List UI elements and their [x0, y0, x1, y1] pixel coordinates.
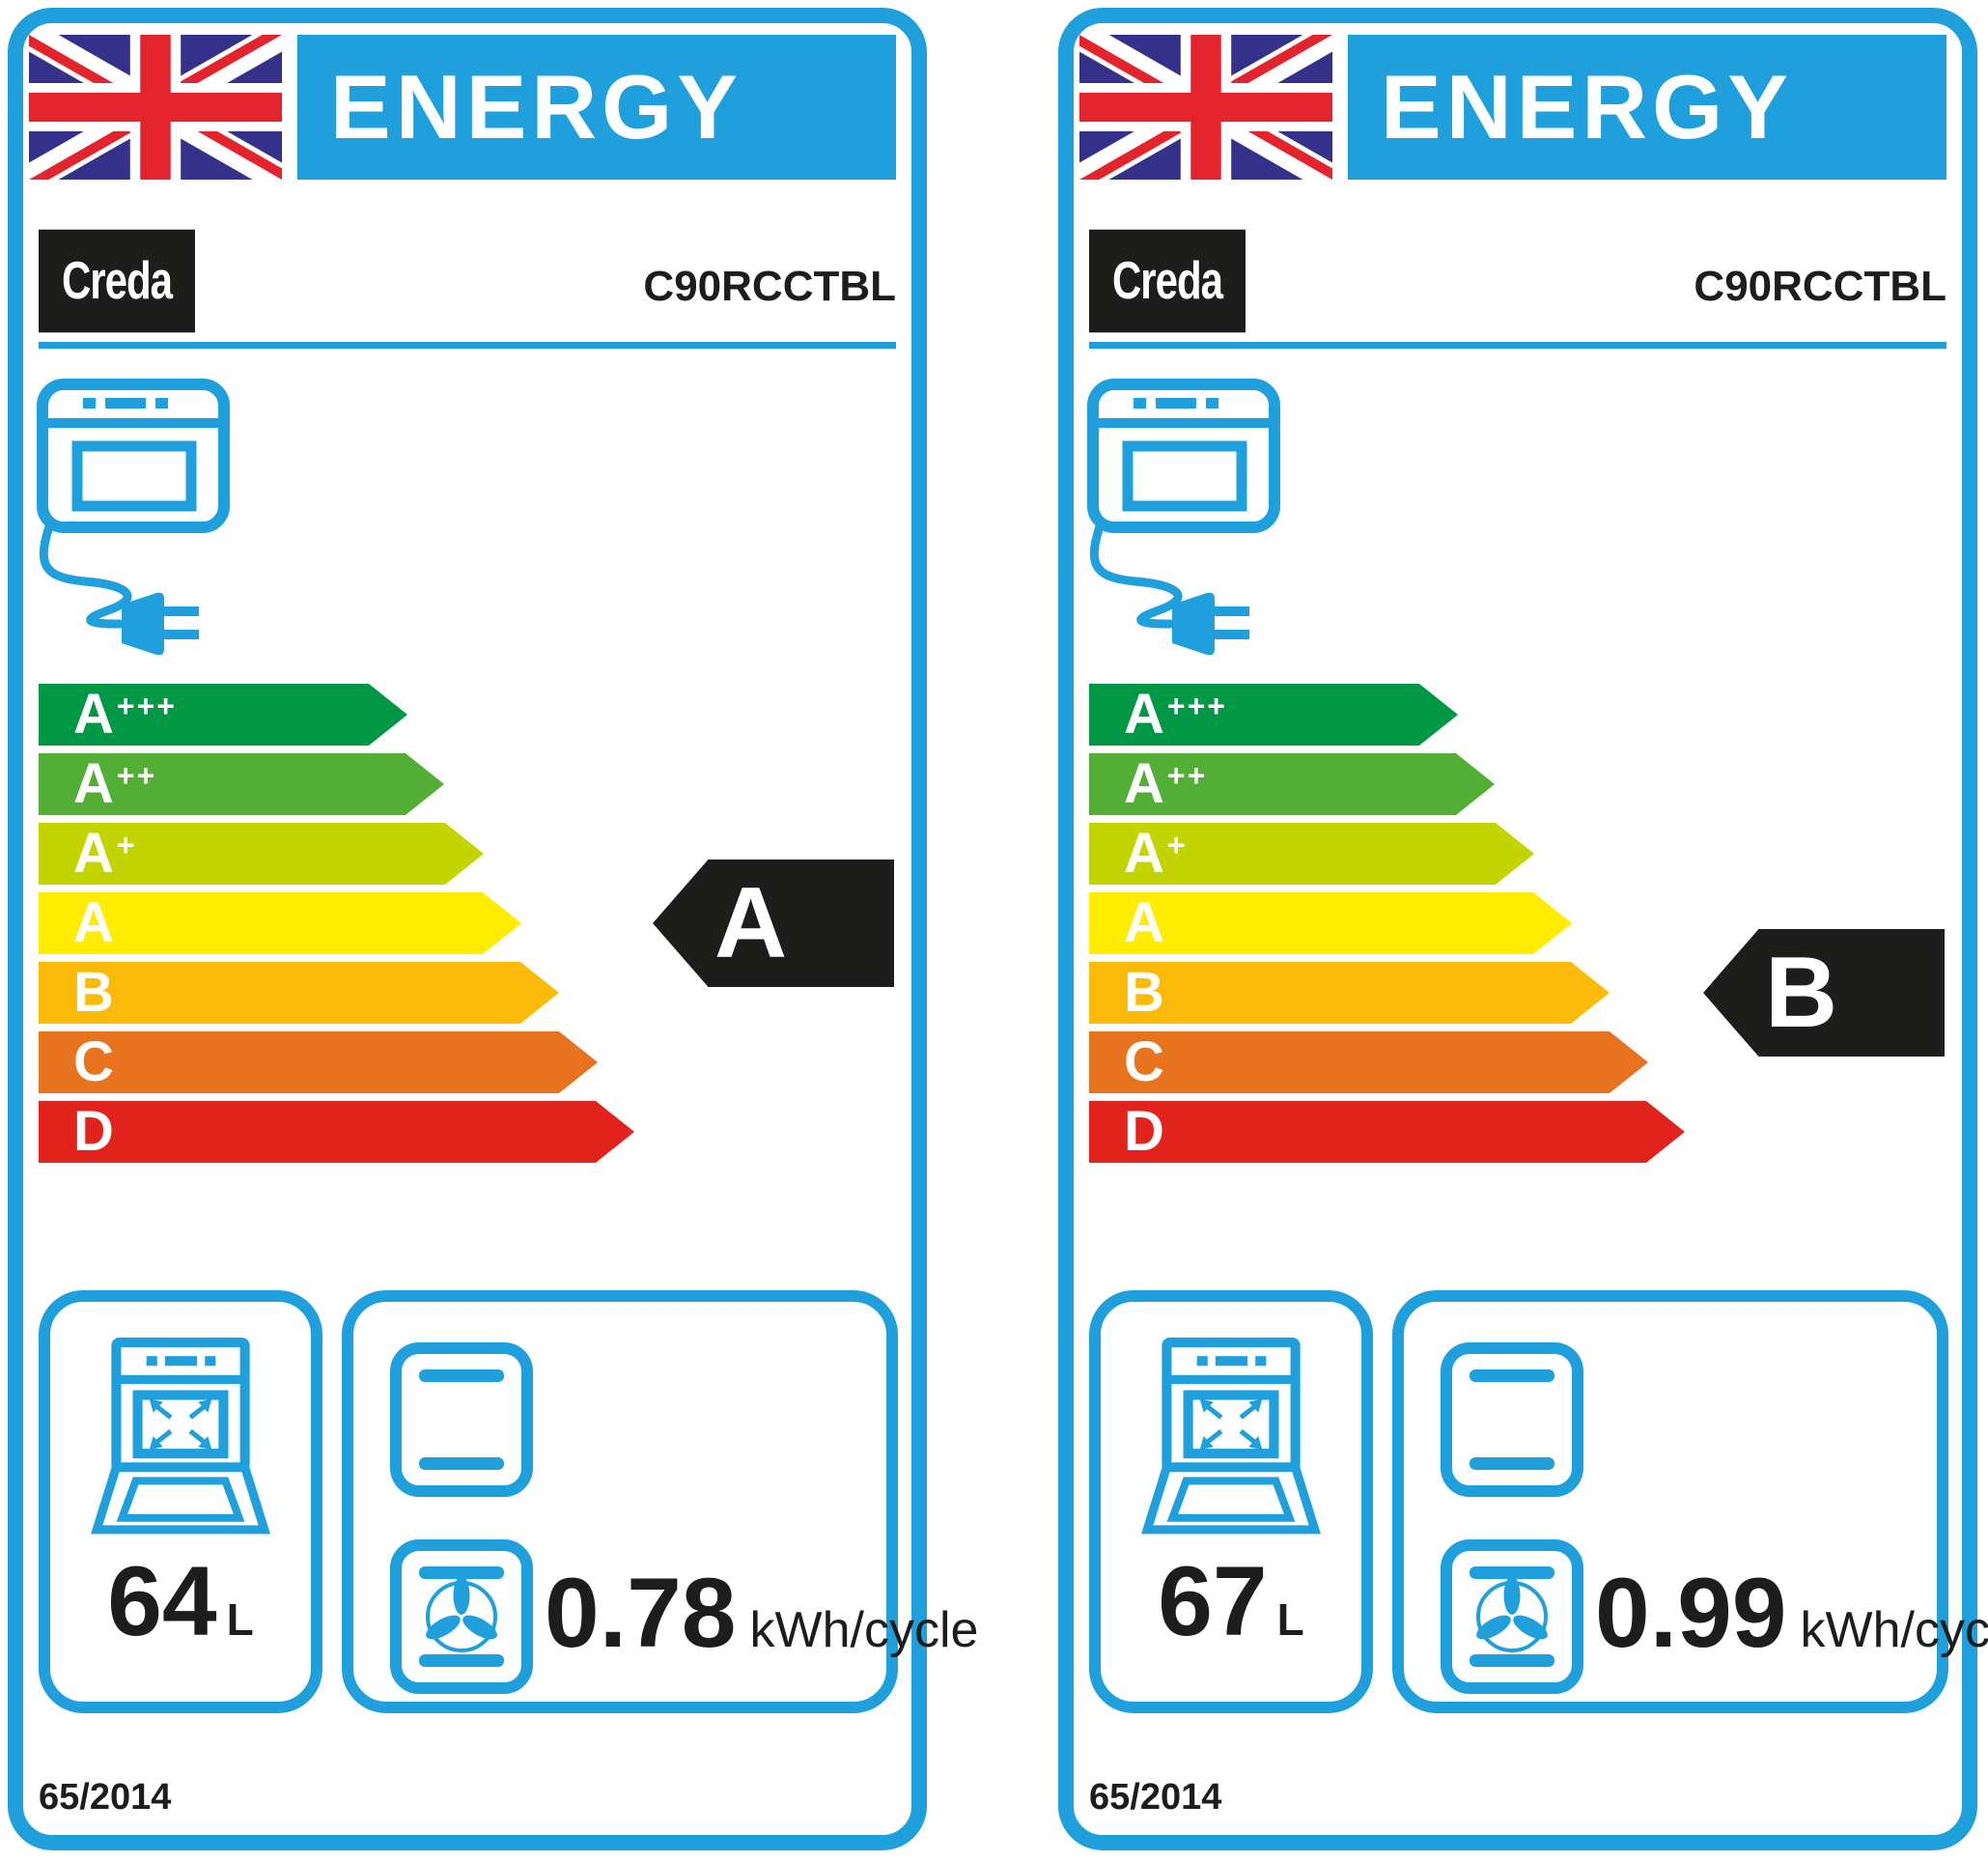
- brand-name: Creda: [61, 250, 173, 310]
- model-number: C90RCCTBL: [1694, 263, 1946, 310]
- brand-name: Creda: [1111, 250, 1223, 310]
- brand-logo: Creda: [39, 229, 195, 333]
- energy-class-bar-b: B: [39, 962, 559, 1024]
- energy-class-bar-a3: A +++: [1089, 684, 1458, 746]
- oven-open-door-icon: [1141, 1338, 1321, 1535]
- divider-rule: [39, 342, 896, 349]
- rating-letter: B: [1765, 936, 1838, 1049]
- energy-class-bar-d: D: [39, 1101, 634, 1163]
- energy-consumption-box: 0.78 kWh/cycle: [342, 1290, 978, 1713]
- cavity-volume-value: 64: [107, 1546, 217, 1656]
- energy-consumption: 0.78 kWh/cycle: [545, 1557, 978, 1670]
- energy-banner: ENERGY: [1348, 35, 1946, 180]
- fan-oven-icon: [1441, 1539, 1583, 1694]
- oven-plug-icon: [37, 379, 230, 656]
- divider-rule: [1089, 342, 1946, 349]
- cavity-volume: 64 L: [50, 1545, 311, 1658]
- energy-consumption-unit: kWh/cycle: [1800, 1602, 1988, 1658]
- regulation-reference: 65/2014: [1089, 1777, 1222, 1818]
- energy-class-bar-a1: A +: [1089, 823, 1534, 885]
- uk-flag-icon: [1079, 35, 1332, 180]
- rating-arrow: B: [1703, 929, 1945, 1057]
- energy-class-bar-a3: A +++: [39, 684, 407, 746]
- oven-open-door-icon: [91, 1338, 270, 1535]
- cavity-volume: 67 L: [1101, 1545, 1361, 1658]
- energy-label-card-a: ENERGY Creda C90RCCTBL A +++ A ++ A + A B C…: [8, 8, 978, 1850]
- uk-flag-icon: [29, 35, 282, 180]
- conventional-oven-icon: [1441, 1342, 1583, 1497]
- energy-class-bar-a: A: [1089, 892, 1572, 954]
- cavity-volume-box: 67 L: [1089, 1290, 1373, 1713]
- conventional-oven-icon: [390, 1342, 533, 1497]
- energy-class-bar-c: C: [39, 1031, 598, 1093]
- energy-class-bar-a2: A ++: [39, 753, 444, 815]
- energy-class-bar-b: B: [1089, 962, 1610, 1024]
- regulation-reference: 65/2014: [39, 1777, 172, 1818]
- energy-class-bar-d: D: [1089, 1101, 1685, 1163]
- model-number: C90RCCTBL: [643, 263, 896, 310]
- energy-banner-text: ENERGY: [1381, 56, 1793, 157]
- energy-class-bar-a: A: [39, 892, 521, 954]
- rating-arrow: A: [653, 860, 894, 987]
- cavity-volume-box: 64 L: [39, 1290, 322, 1713]
- energy-banner: ENERGY: [297, 35, 896, 180]
- energy-class-bar-a2: A ++: [1089, 753, 1495, 815]
- energy-class-scale: A +++ A ++ A + A B C D: [39, 684, 676, 1170]
- energy-consumption-unit: kWh/cycle: [749, 1602, 979, 1658]
- energy-class-scale: A +++ A ++ A + A B C D: [1089, 684, 1726, 1170]
- energy-label-card-b: ENERGY Creda C90RCCTBL A +++ A ++ A + A B C…: [1058, 8, 1988, 1850]
- energy-class-bar-c: C: [1089, 1031, 1648, 1093]
- energy-consumption-value: 0.78: [545, 1558, 737, 1668]
- rating-letter: A: [714, 866, 788, 979]
- cavity-volume-value: 67: [1158, 1546, 1268, 1656]
- brand-logo: Creda: [1089, 229, 1246, 333]
- cavity-volume-unit: L: [1276, 1594, 1304, 1645]
- oven-plug-icon: [1087, 379, 1280, 656]
- fan-oven-icon: [390, 1539, 533, 1694]
- energy-class-bar-a1: A +: [39, 823, 484, 885]
- cavity-volume-unit: L: [226, 1594, 254, 1645]
- energy-consumption-value: 0.99: [1595, 1558, 1787, 1668]
- energy-banner-text: ENERGY: [330, 56, 742, 157]
